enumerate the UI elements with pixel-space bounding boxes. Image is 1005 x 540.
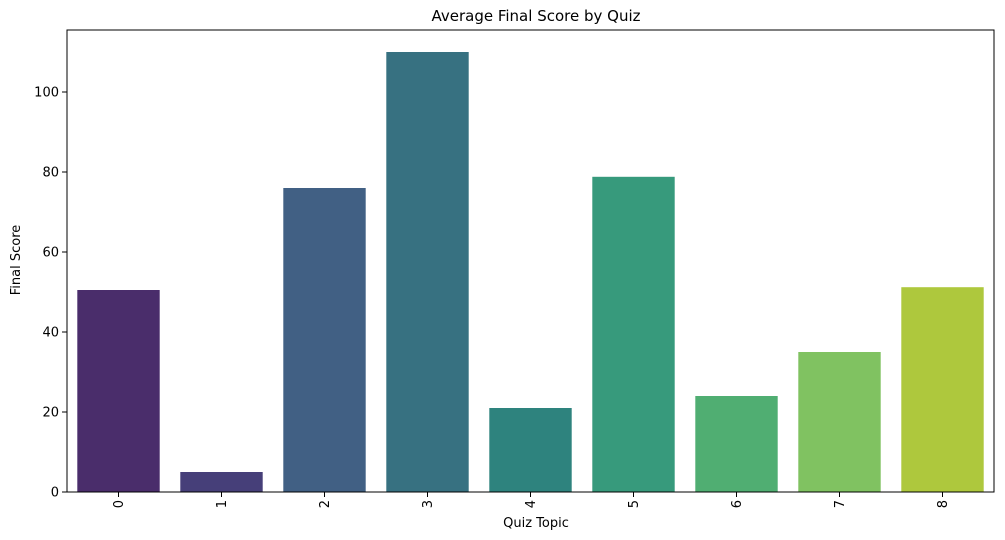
x-tick-label: 5 bbox=[627, 500, 642, 508]
bar-0 bbox=[77, 290, 160, 492]
y-axis: 0 20 40 60 80 100 bbox=[34, 86, 67, 501]
plot-frame bbox=[66, 29, 995, 493]
bars-group bbox=[77, 52, 984, 493]
x-tick-label: 7 bbox=[833, 500, 848, 508]
bar-7 bbox=[798, 352, 881, 492]
x-tick-label: 1 bbox=[215, 500, 230, 508]
bar-4 bbox=[489, 408, 572, 492]
bar-3 bbox=[386, 52, 469, 492]
plot-area: 0 20 40 60 80 100 0 1 2 3 4 5 6 7 8 bbox=[34, 29, 995, 508]
x-tick-label: 2 bbox=[318, 500, 333, 508]
y-tick-label: 40 bbox=[42, 326, 59, 341]
y-tick-label: 0 bbox=[51, 486, 59, 501]
y-tick-label: 20 bbox=[42, 406, 59, 421]
x-tick-label: 4 bbox=[524, 500, 539, 508]
y-tick-label: 60 bbox=[42, 246, 59, 261]
x-axis: 0 1 2 3 4 5 6 7 8 bbox=[112, 492, 951, 508]
chart-title: Average Final Score by Quiz bbox=[431, 7, 640, 25]
bar-8 bbox=[901, 287, 984, 492]
bar-1 bbox=[180, 472, 263, 492]
y-tick-label: 80 bbox=[42, 166, 59, 181]
bar-6 bbox=[695, 396, 778, 492]
x-tick-label: 8 bbox=[936, 500, 951, 508]
x-tick-label: 0 bbox=[112, 500, 127, 508]
bar-2 bbox=[283, 188, 366, 492]
y-axis-label: Final Score bbox=[9, 225, 24, 296]
x-tick-label: 3 bbox=[421, 500, 436, 508]
x-tick-label: 6 bbox=[730, 500, 745, 508]
y-tick-label: 100 bbox=[34, 86, 59, 101]
bar-5 bbox=[592, 176, 675, 493]
x-axis-label: Quiz Topic bbox=[503, 516, 569, 531]
